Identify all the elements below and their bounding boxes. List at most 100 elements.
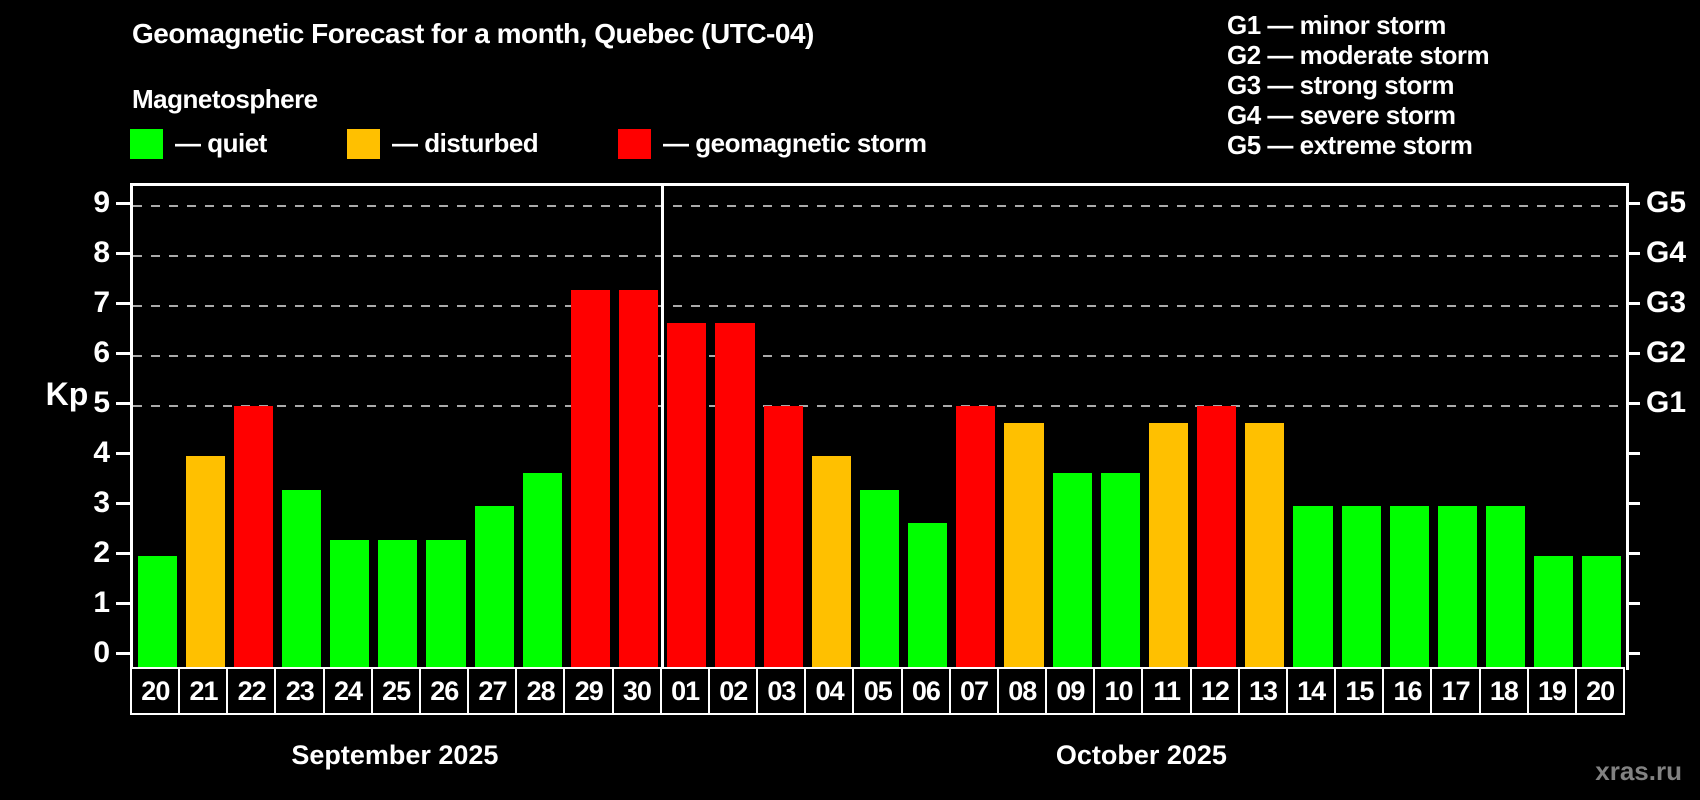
gridline-kp-9 — [133, 205, 1626, 207]
g-legend-line: G5 — extreme storm — [1227, 130, 1473, 160]
kp-bar — [426, 539, 466, 670]
date-box: 23 — [274, 667, 326, 715]
date-box: 12 — [1189, 667, 1241, 715]
y-tick-label: 9 — [93, 186, 110, 219]
y-tick-label: 3 — [93, 486, 110, 519]
y-tick — [116, 651, 130, 655]
kp-axis-label: Kp — [45, 376, 89, 412]
g-axis-tick — [1626, 401, 1640, 405]
date-box: 19 — [1526, 667, 1578, 715]
kp-bar — [1486, 506, 1526, 670]
kp-bar — [185, 456, 225, 670]
date-box: 03 — [756, 667, 807, 715]
g-scale-legend: G1 — minor storm G2 — moderate storm G3 — … — [1227, 10, 1490, 160]
kp-bar — [956, 406, 996, 670]
g-axis-tick — [1626, 551, 1640, 555]
page-title: Geomagnetic Forecast for a month, Quebec… — [132, 18, 814, 49]
legend-item-storm: — geomagnetic storm — [618, 128, 927, 159]
y-tick — [116, 501, 130, 505]
kp-bar — [137, 556, 177, 670]
y-tick-label: 4 — [93, 436, 110, 469]
kp-bar — [1341, 506, 1381, 670]
kp-bar — [763, 406, 803, 670]
g-axis-tick — [1626, 501, 1640, 505]
g-axis-label-g2: G2 — [1646, 336, 1687, 369]
date-box: 01 — [659, 667, 711, 715]
y-tick-label: 7 — [93, 286, 110, 319]
kp-bar — [1052, 472, 1092, 670]
date-box: 10 — [1093, 667, 1144, 715]
legend-label: — disturbed — [392, 128, 539, 158]
g-axis-label-g5: G5 — [1646, 186, 1687, 219]
gridline-kp-5 — [133, 405, 1626, 407]
date-box: 30 — [611, 667, 663, 715]
watermark: xras.ru — [1595, 756, 1682, 786]
legend-label: — geomagnetic storm — [663, 128, 927, 158]
date-box: 07 — [948, 667, 1000, 715]
kp-bar — [1100, 472, 1140, 670]
kp-bar — [1389, 506, 1429, 670]
y-tick-label: 0 — [93, 636, 110, 669]
kp-bar — [378, 539, 418, 670]
kp-bar — [1582, 556, 1622, 670]
date-box: 24 — [322, 667, 374, 715]
g-axis-label-g1: G1 — [1646, 386, 1687, 419]
g-axis-tick — [1626, 201, 1640, 205]
kp-bar — [619, 289, 659, 670]
date-box: 15 — [1334, 667, 1385, 715]
date-box: 20 — [130, 667, 181, 715]
date-box: 05 — [852, 667, 904, 715]
kp-bar — [570, 289, 611, 670]
kp-bar — [859, 489, 900, 670]
y-tick — [116, 601, 130, 605]
date-box: 28 — [515, 667, 566, 715]
g-axis-label-g4: G4 — [1646, 236, 1687, 269]
kp-bar — [1534, 556, 1574, 670]
y-tick — [116, 251, 130, 255]
date-box: 21 — [178, 667, 229, 715]
y-tick — [116, 401, 130, 405]
y-tick — [116, 201, 130, 205]
date-box: 11 — [1141, 667, 1193, 715]
kp-bar — [715, 322, 755, 670]
y-tick-label: 8 — [93, 236, 110, 269]
g-axis-label-g3: G3 — [1646, 286, 1687, 319]
g-axis-tick — [1626, 651, 1640, 655]
kp-bar — [1437, 506, 1477, 670]
legend-swatch-disturbed — [347, 128, 380, 159]
g-legend-line: G4 — severe storm — [1227, 100, 1456, 130]
y-tick — [116, 301, 130, 305]
g-axis-tick — [1626, 451, 1640, 455]
date-box: 26 — [418, 667, 470, 715]
legend-item-disturbed: — disturbed — [347, 128, 539, 159]
kp-bar — [474, 506, 514, 670]
g-axis-tick — [1626, 351, 1640, 355]
legend-label: — quiet — [175, 128, 267, 158]
kp-bar — [1197, 406, 1237, 670]
plot-area — [130, 183, 1629, 670]
kp-bar — [233, 406, 273, 670]
kp-bar — [1245, 422, 1285, 670]
kp-bar — [667, 322, 707, 670]
g-axis-tick — [1626, 601, 1640, 605]
date-box: 18 — [1478, 667, 1530, 715]
gridline-kp-7 — [133, 305, 1626, 307]
gridline-kp-8 — [133, 255, 1626, 257]
kp-bar — [908, 522, 948, 670]
y-tick — [116, 451, 130, 455]
kp-bar — [1148, 422, 1189, 670]
magnetosphere-label: Magnetosphere — [132, 84, 318, 114]
kp-bar — [522, 472, 562, 670]
y-tick-label: 6 — [93, 336, 110, 369]
legend-item-quiet: — quiet — [130, 128, 267, 159]
y-tick — [116, 351, 130, 355]
kp-bar — [811, 456, 851, 670]
y-tick-label: 1 — [93, 586, 110, 619]
kp-bar — [281, 489, 322, 670]
date-box: 16 — [1382, 667, 1433, 715]
g-legend-line: G2 — moderate storm — [1227, 40, 1490, 70]
date-box: 20 — [1574, 667, 1626, 715]
y-tick-label: 5 — [93, 386, 110, 419]
date-box: 08 — [996, 667, 1048, 715]
